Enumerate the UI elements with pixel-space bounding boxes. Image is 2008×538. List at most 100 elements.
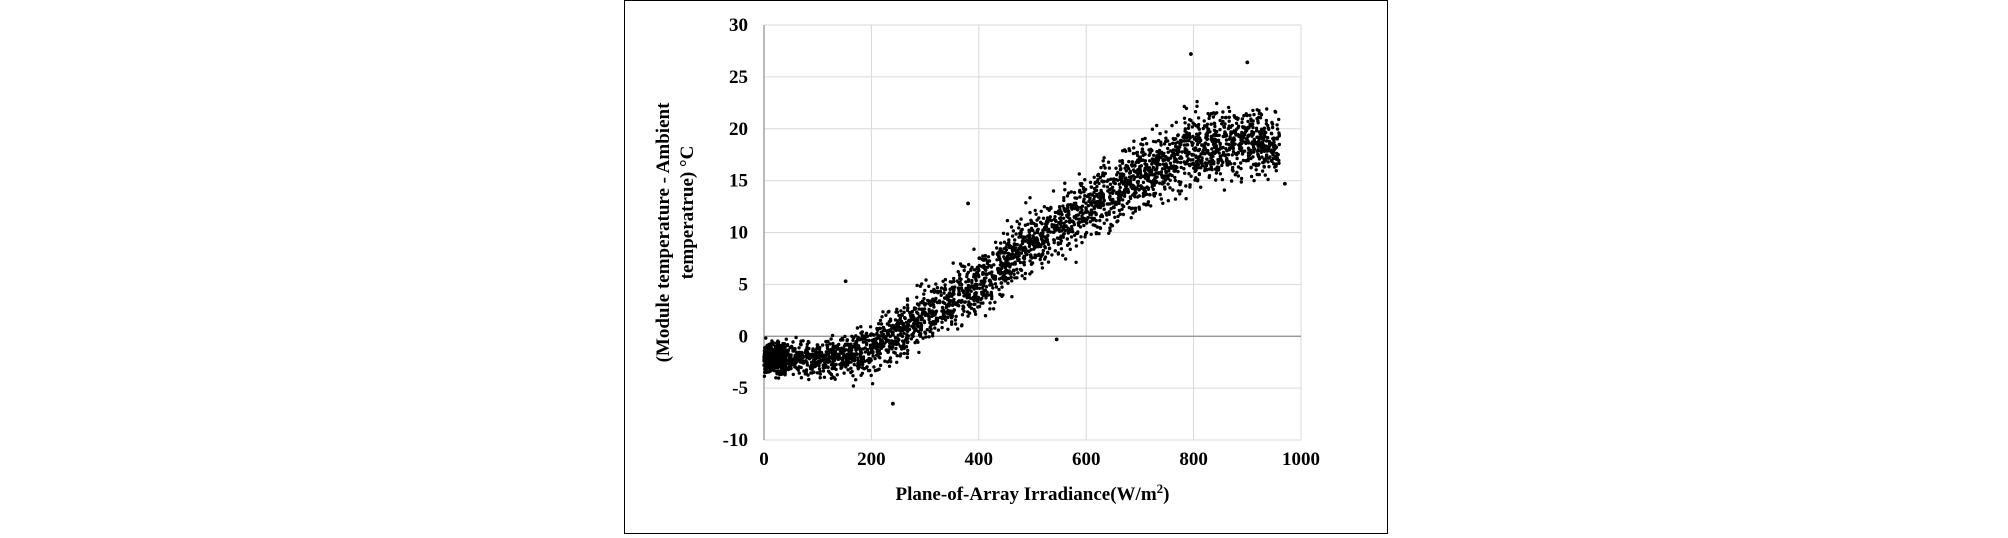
- data-point: [894, 346, 898, 351]
- data-point: [1186, 126, 1191, 130]
- data-point: [1124, 184, 1129, 188]
- data-point: [1251, 125, 1255, 130]
- data-point: [928, 329, 932, 334]
- data-point: [859, 373, 863, 377]
- data-point: [966, 278, 971, 282]
- data-point: [1046, 242, 1051, 247]
- data-point: [888, 319, 893, 323]
- data-point: [842, 356, 846, 360]
- data-point: [918, 334, 923, 338]
- data-point: [887, 364, 892, 368]
- data-point: [940, 325, 944, 330]
- data-point: [1124, 169, 1128, 173]
- data-point: [965, 310, 970, 314]
- data-point: [1137, 194, 1141, 198]
- data-point: [1152, 194, 1157, 198]
- data-point: [991, 251, 995, 255]
- data-point: [1259, 150, 1263, 154]
- data-point: [1081, 211, 1085, 215]
- data-point: [1098, 175, 1102, 180]
- data-point: [932, 305, 936, 309]
- data-point: [1239, 148, 1243, 153]
- data-point: [1202, 119, 1206, 123]
- data-point: [1032, 255, 1037, 260]
- data-point: [871, 354, 875, 358]
- data-point: [1217, 133, 1221, 137]
- data-point: [1097, 231, 1101, 236]
- data-point: [1030, 270, 1034, 274]
- data-point: [1221, 145, 1225, 150]
- data-point: [1074, 260, 1078, 264]
- data-point: [1020, 227, 1024, 232]
- data-point: [818, 369, 822, 374]
- data-point: [948, 287, 952, 291]
- data-point: [864, 341, 869, 346]
- data-point: [1046, 251, 1050, 255]
- data-point: [852, 362, 856, 367]
- data-point: [966, 270, 970, 275]
- data-point: [869, 332, 874, 336]
- data-point: [795, 367, 799, 371]
- x-tick-label: 600: [1072, 449, 1101, 470]
- data-point: [788, 356, 792, 360]
- data-point: [1076, 213, 1080, 217]
- data-point: [1027, 249, 1031, 253]
- data-point: [1117, 208, 1122, 213]
- data-point: [1129, 216, 1133, 220]
- data-point: [981, 254, 985, 258]
- data-point: [829, 337, 833, 341]
- data-point: [1005, 218, 1010, 223]
- data-point: [936, 328, 941, 332]
- data-point: [1213, 140, 1218, 144]
- data-point: [935, 286, 940, 290]
- data-point: [1232, 162, 1237, 166]
- data-point: [1092, 190, 1096, 195]
- data-point: [1133, 186, 1137, 190]
- data-point: [1116, 193, 1121, 197]
- data-point: [956, 327, 960, 331]
- data-point: [993, 277, 997, 281]
- data-point: [1124, 163, 1128, 168]
- data-point: [1102, 221, 1106, 225]
- x-tick-label: 400: [965, 449, 994, 470]
- data-point: [1213, 112, 1217, 116]
- data-point: [886, 338, 891, 342]
- data-point: [1112, 210, 1116, 215]
- data-point: [1191, 134, 1195, 139]
- data-point: [920, 282, 924, 286]
- data-point: [1096, 205, 1100, 209]
- data-point: [1240, 117, 1244, 121]
- data-point: [1116, 170, 1120, 175]
- data-point: [1047, 246, 1052, 251]
- data-point: [1258, 116, 1263, 120]
- data-point: [1078, 210, 1082, 215]
- data-point: [764, 345, 769, 349]
- data-point: [1067, 209, 1071, 214]
- data-point: [982, 289, 986, 293]
- data-point: [1062, 206, 1066, 211]
- chart-frame: 0 200 400 600 800 1000 30 25 20 15 10 5 0 -5 -10 Plan…: [624, 0, 1388, 534]
- data-point: [1232, 129, 1236, 133]
- data-point: [1012, 272, 1016, 276]
- data-point: [1183, 151, 1188, 155]
- data-point: [1123, 166, 1127, 170]
- data-point: [1251, 162, 1256, 167]
- data-point: [1063, 228, 1068, 233]
- data-point: [1131, 151, 1136, 156]
- data-point: [1138, 156, 1142, 160]
- data-point: [1216, 139, 1221, 144]
- data-point: [1184, 143, 1189, 147]
- data-point: [940, 305, 945, 310]
- data-point: [851, 338, 855, 342]
- data-point: [1086, 204, 1091, 208]
- y-tick-label: 15: [729, 171, 748, 192]
- data-point: [1184, 161, 1188, 165]
- data-point: [1166, 146, 1170, 151]
- data-point: [1231, 142, 1236, 146]
- data-point: [1275, 156, 1280, 160]
- data-point: [954, 314, 958, 319]
- data-point: [934, 319, 938, 323]
- data-point: [1091, 217, 1096, 221]
- data-point: [1069, 190, 1073, 194]
- data-point: [1028, 196, 1032, 200]
